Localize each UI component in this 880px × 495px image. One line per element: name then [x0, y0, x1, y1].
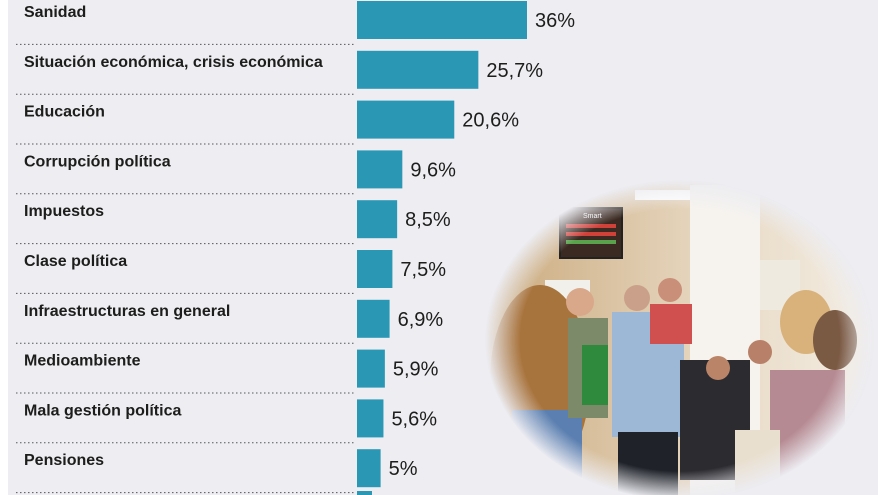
row-separators — [16, 43, 354, 494]
photo-screen-text: Smart — [583, 213, 602, 220]
bar-5 — [357, 250, 393, 288]
photo-person-head — [658, 278, 682, 302]
category-label: Infraestructuras en general — [24, 303, 230, 320]
value-label: 36% — [535, 10, 575, 32]
value-label: 25,7% — [486, 60, 543, 82]
photo-screen-row — [566, 232, 616, 236]
category-label: Medioambiente — [24, 353, 141, 370]
photo-screen-row — [566, 224, 616, 228]
category-label: Sanidad — [24, 4, 86, 21]
category-label: Clase política — [24, 253, 127, 270]
bar-8 — [357, 399, 384, 438]
photo-person-shirt — [512, 410, 582, 495]
photo-person-hair — [813, 310, 857, 370]
value-label: 9,6% — [410, 159, 456, 181]
photo-person-head — [748, 340, 772, 364]
value-labels: 36% 25,7% 20,6% 9,6% 8,5% 7,5% 6,9% 5,9% 5,6% 5% — [389, 10, 576, 480]
bar-9 — [357, 449, 381, 488]
value-label: 5,6% — [391, 408, 437, 430]
photo-ceiling-light — [635, 190, 690, 200]
photo-person-shirt — [650, 304, 692, 344]
photo-person-head — [566, 288, 594, 316]
value-label: 5,9% — [393, 359, 439, 381]
value-label: 20,6% — [462, 110, 519, 132]
bars — [357, 1, 527, 488]
photo-screen-row — [566, 240, 616, 244]
bar-3 — [357, 150, 403, 189]
photo-person-top — [770, 370, 845, 495]
bar-4 — [357, 200, 398, 239]
bar-7 — [357, 349, 385, 388]
bar-0 — [357, 1, 527, 39]
category-label: Situación económica, crisis económica — [24, 54, 323, 71]
photo-person-head — [624, 285, 650, 311]
category-label: Impuestos — [24, 203, 104, 220]
value-label: 7,5% — [400, 259, 446, 281]
waiting-room-photo: Smart — [480, 180, 880, 495]
category-label: Pensiones — [24, 452, 104, 469]
category-label: Corrupción política — [24, 153, 171, 170]
value-label: 5% — [389, 458, 418, 480]
value-label: 8,5% — [405, 209, 451, 231]
photo-folder — [582, 345, 608, 405]
category-label: Educación — [24, 104, 105, 121]
bar-1 — [357, 50, 479, 89]
category-labels: Sanidad Situación económica, crisis econó… — [24, 4, 323, 469]
value-label: 6,9% — [398, 309, 444, 331]
partial-next-bar — [357, 491, 372, 495]
category-label: Mala gestión política — [24, 402, 181, 419]
photo-person-trousers — [618, 432, 678, 495]
photo-bag — [735, 430, 780, 495]
photo-person-head — [706, 356, 730, 380]
bar-6 — [357, 299, 390, 338]
bar-2 — [357, 100, 455, 139]
